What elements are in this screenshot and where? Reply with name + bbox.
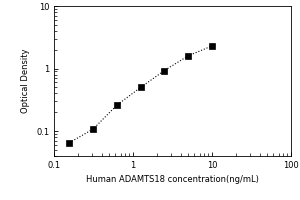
Y-axis label: Optical Density: Optical Density — [22, 49, 31, 113]
X-axis label: Human ADAMTS18 concentration(ng/mL): Human ADAMTS18 concentration(ng/mL) — [86, 175, 259, 184]
